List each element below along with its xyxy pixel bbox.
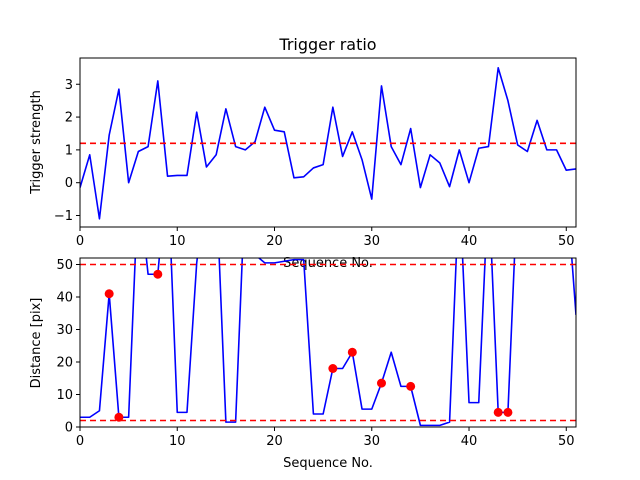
y-tick-label: 40 bbox=[56, 291, 73, 306]
y-tick-label: −1 bbox=[54, 209, 73, 224]
y-tick-label: 3 bbox=[65, 78, 73, 93]
x-tick-label: 20 bbox=[266, 234, 283, 249]
x-tick-label: 10 bbox=[169, 234, 186, 249]
x-tick-label: 20 bbox=[266, 434, 283, 449]
y-tick-label: 30 bbox=[56, 323, 73, 338]
x-tick-label: 0 bbox=[76, 234, 84, 249]
y-axis-label: Distance [pix] bbox=[29, 298, 44, 389]
x-tick-label: 0 bbox=[76, 434, 84, 449]
y-tick-label: 0 bbox=[65, 421, 73, 436]
plot-clipped-layer bbox=[80, 258, 576, 427]
y-axis-label: Trigger strength bbox=[29, 90, 44, 195]
x-tick-label: 10 bbox=[169, 434, 186, 449]
y-tick-label: 50 bbox=[56, 258, 73, 273]
data-point-marker bbox=[503, 407, 513, 417]
distance-panel: 0 10 20 30 40 50 0 10 20 30 40 50 Sequence No. Dist… bbox=[29, 257, 577, 471]
data-point-marker bbox=[328, 364, 338, 373]
x-axis-label: Sequence No. bbox=[283, 456, 373, 471]
data-point-marker bbox=[104, 289, 114, 299]
plot-frame bbox=[79, 57, 577, 228]
data-point-marker bbox=[153, 269, 163, 279]
data-point-marker bbox=[493, 407, 503, 417]
y-tick-label: 2 bbox=[65, 111, 73, 126]
data-point-marker bbox=[406, 381, 416, 391]
plot-clipped-layer bbox=[80, 67, 576, 220]
y-tick-label: 20 bbox=[56, 356, 73, 371]
x-tick-label: 50 bbox=[558, 434, 575, 449]
chart-title: Trigger ratio bbox=[278, 35, 376, 54]
data-point-marker bbox=[347, 347, 357, 357]
y-tick-label: 1 bbox=[65, 143, 73, 158]
x-tick-label: 30 bbox=[363, 434, 380, 449]
x-tick-label: 50 bbox=[558, 234, 575, 249]
series-line bbox=[80, 67, 576, 220]
series-line bbox=[80, 258, 576, 427]
data-point-marker bbox=[114, 412, 124, 422]
distance-plot-area: 0 10 20 30 40 50 0 10 20 30 40 50 bbox=[56, 257, 577, 449]
y-tick-label: 10 bbox=[56, 388, 73, 403]
x-tick-label: 40 bbox=[461, 434, 478, 449]
x-axis-label: Sequence No. bbox=[283, 256, 373, 271]
data-point-marker bbox=[376, 378, 386, 388]
plot-frame bbox=[79, 257, 577, 428]
x-tick-label: 30 bbox=[363, 234, 380, 249]
y-tick-label: 0 bbox=[65, 176, 73, 191]
x-tick-label: 40 bbox=[461, 234, 478, 249]
